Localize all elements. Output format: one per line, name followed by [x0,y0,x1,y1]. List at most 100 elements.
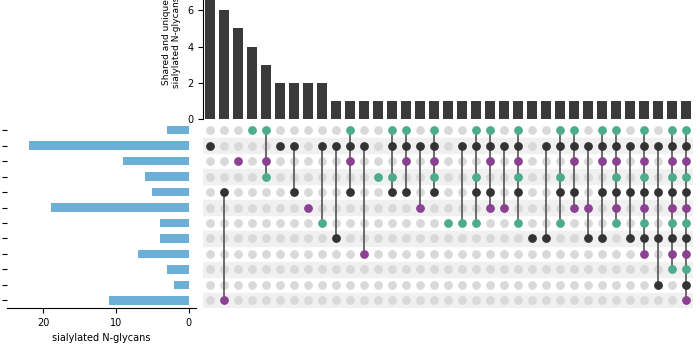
Point [498,298,510,303]
Point [414,282,426,288]
Point [386,205,398,210]
Point [344,220,356,226]
Bar [471,101,481,119]
Point [596,298,608,303]
Point [456,298,468,303]
Point [596,282,608,288]
Point [288,189,300,195]
Bar [167,265,189,274]
Point [498,143,510,148]
Point [428,282,440,288]
Point [568,251,580,257]
Point [680,298,692,303]
Point [358,143,370,148]
Point [470,189,482,195]
Point [554,127,566,133]
Point [386,174,398,180]
Point [680,174,692,180]
Point [554,174,566,180]
Point [554,143,566,148]
Point [638,189,650,195]
Point [288,205,300,210]
Point [316,251,328,257]
Point [568,189,580,195]
Point [344,251,356,257]
Bar [203,169,693,184]
Point [526,189,538,195]
Point [288,282,300,288]
Bar [555,101,565,119]
Point [582,267,594,272]
Point [582,189,594,195]
Point [386,143,398,148]
Point [652,143,664,148]
Point [582,236,594,241]
Point [456,282,468,288]
Point [302,282,314,288]
Point [638,205,650,210]
Bar [160,234,189,243]
Point [358,127,370,133]
Bar [373,101,383,119]
Point [456,174,468,180]
Point [638,298,650,303]
Point [232,205,244,210]
Point [302,158,314,164]
Bar [247,47,257,119]
Point [428,143,440,148]
Point [624,205,636,210]
Point [498,220,510,226]
Point [246,174,258,180]
Point [652,127,664,133]
Point [568,174,580,180]
Point [442,220,454,226]
Point [302,220,314,226]
Point [470,127,482,133]
Point [568,220,580,226]
Bar [681,101,691,119]
Point [540,236,552,241]
Point [512,282,524,288]
Point [260,158,272,164]
Point [386,189,398,195]
Point [218,205,230,210]
Point [344,205,356,210]
Point [484,236,496,241]
Point [246,205,258,210]
Point [330,220,342,226]
Point [302,236,314,241]
Point [414,298,426,303]
Point [274,143,286,148]
Point [568,127,580,133]
Bar [359,101,369,119]
Point [316,298,328,303]
Point [232,251,244,257]
Bar [527,101,537,119]
Point [330,158,342,164]
Point [666,174,678,180]
Point [260,205,272,210]
Point [568,298,580,303]
Point [218,174,230,180]
Point [484,205,496,210]
Bar [145,172,189,181]
Point [386,236,398,241]
Point [498,282,510,288]
Bar [317,83,327,119]
Point [610,189,622,195]
Point [638,143,650,148]
Point [442,298,454,303]
Point [470,236,482,241]
Point [358,189,370,195]
Point [456,220,468,226]
Point [596,189,608,195]
Point [610,220,622,226]
Point [330,127,342,133]
Point [246,251,258,257]
Point [288,251,300,257]
Point [316,127,328,133]
Point [498,236,510,241]
Point [232,236,244,241]
Point [484,251,496,257]
Point [666,282,678,288]
